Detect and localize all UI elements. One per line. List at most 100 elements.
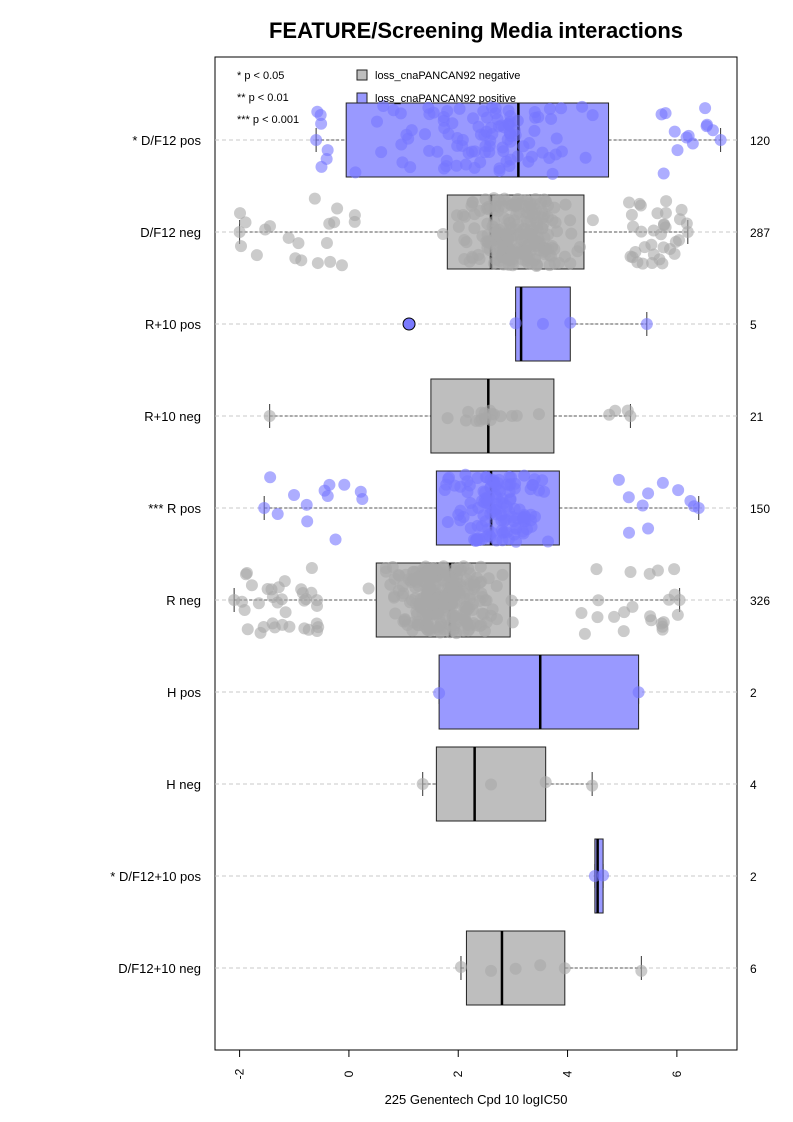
data-point-r-neg [578, 627, 591, 640]
data-point-r-10-neg [441, 412, 454, 425]
data-point-d-f12-pos [489, 102, 502, 115]
data-point-d-f12-pos [423, 144, 436, 157]
data-point-r-pos [258, 502, 271, 514]
data-point-r-pos [441, 516, 454, 529]
data-point-d-f12-neg [488, 227, 501, 240]
data-point-d-f12-neg [466, 195, 479, 208]
data-point-d-f12-neg [234, 207, 247, 220]
data-point-d-f12-neg [239, 216, 252, 229]
data-point-d-f12-10-neg [454, 961, 467, 974]
data-point-r-neg [608, 610, 621, 623]
data-point-r-pos [454, 514, 467, 527]
data-point-r-pos [484, 530, 497, 543]
data-point-d-f12-pos [474, 156, 487, 169]
data-point-r-pos [300, 498, 313, 511]
data-point-d-f12-pos [377, 100, 390, 113]
data-point-d-f12-pos [446, 117, 459, 130]
data-point-d-f12-neg [282, 231, 295, 244]
data-point-d-f12-neg [573, 241, 586, 254]
data-point-d-f12-neg [311, 257, 324, 270]
data-point-r-pos [440, 478, 453, 491]
data-point-r-pos [503, 470, 516, 483]
data-point-d-f12-pos [532, 111, 545, 124]
data-point-r-10-neg [603, 408, 616, 421]
data-point-d-f12-pos [543, 102, 556, 115]
data-point-d-f12-pos [497, 145, 510, 158]
data-point-r-pos [490, 497, 503, 510]
data-point-r-10-neg [624, 410, 637, 422]
legend-label-positive: loss_cnaPANCAN92 positive [375, 93, 516, 105]
data-point-r-neg [421, 585, 434, 598]
data-point-d-f12-pos [441, 104, 454, 117]
data-point-d-f12-neg [501, 252, 514, 265]
data-point-r-10-pos [536, 317, 549, 330]
significance-legend-item: * p < 0.05 [237, 70, 284, 82]
data-point-d-f12-pos [349, 166, 362, 179]
data-point-r-neg [490, 613, 503, 626]
data-point-d-f12-pos [315, 117, 328, 130]
data-point-r-neg [362, 582, 375, 595]
data-point-r-neg [490, 580, 503, 593]
data-point-d-f12-neg [660, 195, 673, 208]
data-point-r-neg [425, 595, 438, 608]
data-point-d-f12-neg [233, 226, 246, 238]
data-point-r-neg [239, 568, 252, 581]
data-point-r-neg [404, 596, 417, 609]
data-point-d-f12-pos [321, 144, 334, 157]
data-point-d-f12-pos [467, 112, 480, 125]
data-point-d-f12-pos [549, 148, 562, 161]
data-point-r-pos [612, 473, 625, 486]
data-point-r-neg [410, 576, 423, 589]
data-point-r-pos [338, 478, 351, 491]
data-point-d-f12-pos [486, 128, 499, 141]
data-point-d-f12-neg [505, 199, 518, 212]
data-point-r-neg [252, 597, 265, 610]
data-point-d-f12-neg [468, 222, 481, 235]
data-point-r-neg [486, 603, 499, 616]
data-point-d-f12-neg [659, 206, 672, 219]
data-point-d-f12-neg [546, 240, 559, 253]
data-point-d-f12-neg [559, 198, 572, 211]
data-point-r-pos [264, 471, 277, 484]
data-point-d-f12-neg [466, 250, 479, 263]
data-point-r-10-neg [263, 410, 276, 422]
data-point-r-neg [427, 565, 440, 578]
data-point-d-f12-neg [250, 249, 263, 262]
data-point-d-f12-neg [452, 220, 465, 233]
data-point-h-pos [632, 686, 645, 699]
data-point-r-pos [642, 487, 655, 500]
data-point-d-f12-neg [527, 235, 540, 248]
data-point-d-f12-neg [335, 259, 348, 272]
data-point-d-f12-neg [645, 238, 658, 251]
data-point-r-pos [484, 481, 497, 494]
data-point-d-f12-neg [635, 225, 648, 238]
group-count-d-f12-pos: 120 [750, 134, 770, 148]
data-point-r-pos [354, 485, 367, 498]
data-point-r-neg [644, 610, 657, 623]
data-point-d-f12-neg [320, 237, 333, 250]
data-point-r-pos [504, 492, 517, 505]
data-point-r-neg [463, 592, 476, 605]
data-point-r-neg [643, 567, 656, 580]
group-count-r-10-neg: 21 [750, 410, 764, 424]
data-point-r-pos [672, 484, 685, 497]
data-point-d-f12-neg [669, 235, 682, 248]
data-point-r-neg [671, 608, 684, 621]
data-point-r-neg [411, 608, 424, 621]
data-point-d-f12-10-neg [558, 962, 571, 975]
group-label-r-10-pos: R+10 pos [145, 317, 202, 332]
data-point-d-f12-pos [576, 100, 589, 113]
data-point-r-pos [469, 534, 482, 547]
data-point-d-f12-neg [646, 257, 659, 270]
data-point-d-f12-pos [375, 146, 388, 159]
data-point-d-f12-pos [504, 110, 517, 123]
data-point-r-10-neg [459, 414, 472, 427]
data-point-d-f12-pos [450, 159, 463, 172]
group-label-h-pos: H pos [167, 685, 201, 700]
data-point-r-neg [592, 594, 605, 607]
data-point-r-pos [656, 476, 669, 489]
data-point-d-f12-pos [395, 138, 408, 151]
data-point-r-neg [298, 622, 311, 635]
group-label-d-f12-10-neg: D/F12+10 neg [118, 961, 201, 976]
